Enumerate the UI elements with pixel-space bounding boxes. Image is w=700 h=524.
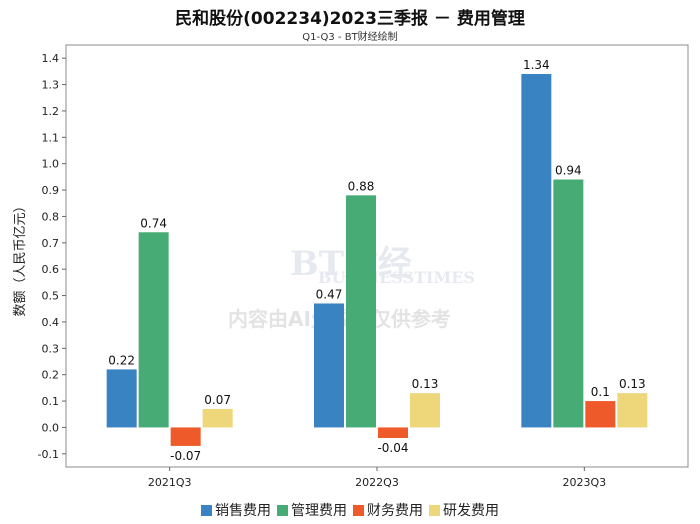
bar-2-0 [521, 74, 552, 428]
bar-0-2 [170, 427, 201, 446]
watermark-logo-sub: BUSINESSTIMES [318, 268, 475, 287]
y-tick-label: 1.0 [42, 158, 60, 171]
data-label: 0.74 [140, 216, 167, 230]
y-tick-label: 0.1 [42, 395, 60, 408]
y-tick-label: 0.0 [42, 421, 60, 434]
y-tick-label: 1.1 [42, 131, 60, 144]
legend-item: 管理费用 [277, 500, 347, 520]
chart-title: 民和股份(002234)2023三季报 － 费用管理 [175, 9, 525, 29]
data-label: 0.88 [348, 179, 375, 193]
bar-2-1 [553, 179, 584, 428]
legend-item: 财务费用 [353, 500, 423, 520]
data-label: -0.04 [377, 441, 408, 455]
bar-2-3 [617, 393, 648, 428]
bar-chart: BT财经 BUSINESSTIMES 内容由AI生成，仅供参考 -0.10.00… [13, 44, 689, 489]
y-tick-label: 0.2 [42, 369, 60, 382]
y-axis-label: 数额（人民币亿元） [13, 199, 28, 316]
y-tick-label: 1.4 [42, 52, 60, 65]
data-label: -0.07 [170, 449, 201, 463]
legend-item: 销售费用 [201, 500, 271, 520]
x-tick-label: 2022Q3 [355, 476, 399, 489]
y-tick-label: 0.3 [42, 342, 60, 355]
legend-item: 研发费用 [429, 500, 499, 520]
legend-label: 管理费用 [291, 503, 347, 519]
legend-label: 销售费用 [215, 503, 271, 519]
legend-label: 财务费用 [367, 503, 423, 519]
y-tick-label: 1.2 [42, 105, 60, 118]
legend-swatch [277, 505, 288, 516]
data-label: 0.13 [619, 377, 646, 391]
data-label: 0.1 [591, 385, 610, 399]
bar-2-2 [585, 401, 616, 428]
y-tick-label: 0.7 [42, 237, 60, 250]
y-tick-label: 1.3 [42, 79, 60, 92]
chart-subtitle: Q1-Q3 - BT财经绘制 [302, 32, 398, 43]
data-label: 0.22 [108, 353, 135, 367]
y-tick-label: 0.4 [42, 316, 60, 329]
data-label: 0.94 [555, 164, 582, 178]
legend-swatch [353, 505, 364, 516]
y-tick-label: 0.5 [42, 290, 60, 303]
bar-0-0 [106, 369, 137, 428]
y-tick-label: 0.8 [42, 210, 60, 223]
y-tick-label: 0.9 [42, 184, 60, 197]
data-label: 0.07 [204, 393, 231, 407]
bar-1-3 [410, 393, 440, 428]
x-tick-label: 2023Q3 [563, 476, 607, 489]
bar-0-1 [138, 232, 169, 428]
data-label: 1.34 [523, 58, 550, 72]
x-tick-label: 2021Q3 [148, 476, 192, 489]
y-tick-label: 0.6 [42, 263, 60, 276]
bar-0-3 [202, 408, 233, 428]
bar-1-1 [346, 195, 376, 428]
legend: 销售费用 管理费用 财务费用 研发费用 [0, 500, 700, 520]
y-tick-label: -0.1 [38, 448, 59, 461]
data-label: 0.13 [412, 377, 439, 391]
bar-1-0 [314, 303, 344, 428]
legend-label: 研发费用 [443, 503, 499, 519]
bar-1-2 [378, 427, 408, 438]
legend-swatch [429, 505, 440, 516]
data-label: 0.47 [316, 287, 343, 301]
legend-swatch [201, 505, 212, 516]
